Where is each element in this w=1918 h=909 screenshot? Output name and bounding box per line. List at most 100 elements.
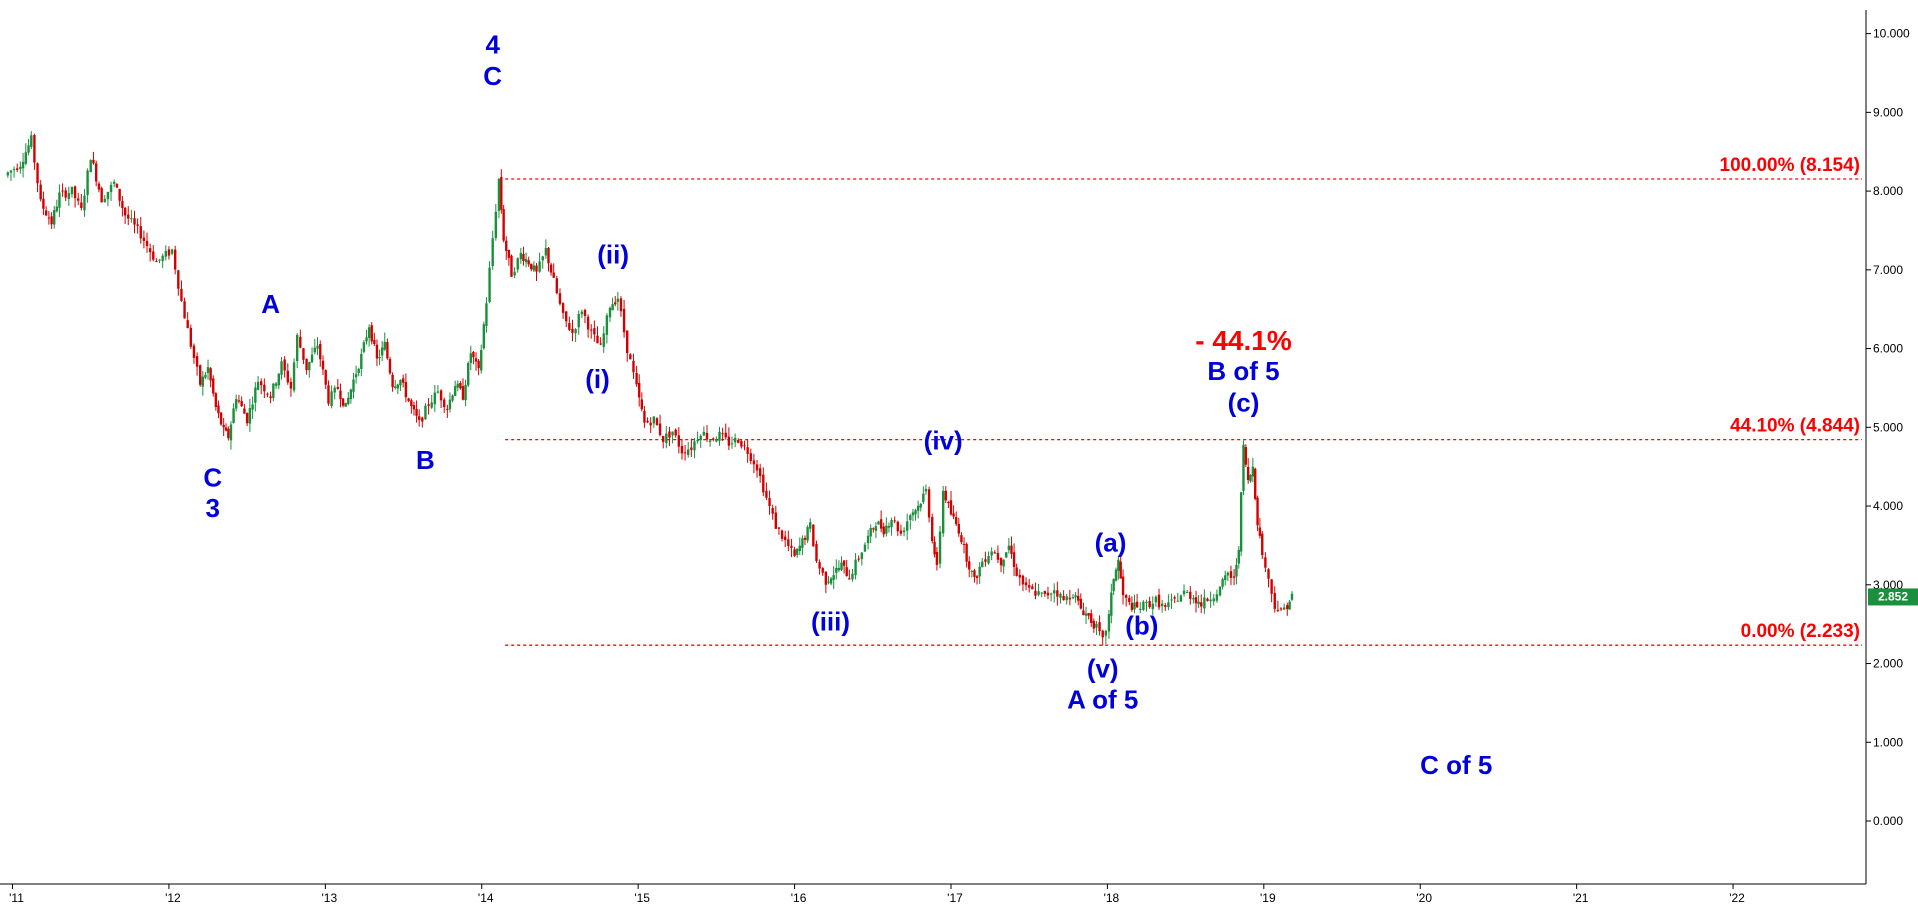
candle-body — [549, 264, 553, 273]
candle-body — [396, 384, 400, 389]
candle-body — [516, 258, 519, 270]
candle-body — [643, 410, 646, 423]
candle-body — [1256, 497, 1259, 526]
candle-body — [1059, 593, 1062, 598]
candle-body — [80, 202, 83, 209]
candle-body — [1226, 572, 1230, 576]
candle-body — [832, 575, 835, 580]
candle-body — [614, 302, 617, 305]
candle-body — [427, 404, 430, 406]
candle-body — [866, 535, 870, 544]
candle-body — [869, 527, 872, 537]
candle-body — [145, 240, 149, 246]
y-tick-label: 6.000 — [1873, 342, 1903, 356]
candle-body — [1135, 601, 1139, 608]
candle-body — [16, 168, 19, 170]
candle-body — [344, 402, 347, 407]
candle-body — [1215, 594, 1219, 601]
candle-body — [687, 449, 690, 456]
candle-body — [848, 578, 851, 580]
candle-body — [6, 172, 10, 176]
candle-body — [217, 405, 220, 414]
candle-body — [829, 578, 833, 584]
candle-body — [133, 218, 136, 225]
candle-body — [952, 513, 955, 517]
candle-body — [502, 209, 505, 241]
candle-body — [47, 217, 51, 219]
candle-body — [480, 350, 483, 371]
candle-body — [1182, 590, 1186, 595]
candle-body — [286, 370, 289, 383]
candle-body — [9, 170, 13, 173]
candle-body — [333, 387, 336, 393]
wave-label: (ii) — [597, 240, 629, 270]
candle-body — [349, 389, 353, 399]
candle-body — [1203, 597, 1206, 609]
wave-label: A of 5 — [1067, 684, 1138, 714]
candle-body — [1206, 598, 1209, 601]
x-tick-label: '19 — [1260, 891, 1276, 905]
candle-body — [83, 195, 86, 211]
candle-body — [173, 249, 177, 270]
candle-body — [1151, 603, 1154, 610]
candle-body — [324, 370, 327, 385]
candle-body — [978, 566, 981, 577]
candle-body — [295, 334, 299, 362]
candle-body — [1037, 591, 1040, 595]
candle-body — [341, 398, 345, 406]
candle-body — [1101, 630, 1104, 638]
candle-body — [339, 390, 342, 400]
candle-body — [705, 432, 709, 440]
candle-body — [530, 263, 533, 270]
candle-body — [702, 431, 706, 436]
candle-body — [1095, 623, 1098, 628]
candle-body — [302, 348, 305, 360]
candle-body — [204, 374, 207, 378]
candle-body — [622, 308, 626, 333]
candle-body — [272, 383, 275, 398]
candle-body — [1237, 549, 1240, 564]
candle-body — [248, 407, 252, 424]
y-axis-ticks: 0.000 1.000 2.000 3.000 4.000 5.000 6.000 7.000… — [1866, 27, 1910, 828]
candle-body — [219, 412, 223, 425]
candle-body — [280, 361, 283, 375]
candle-body — [683, 452, 687, 454]
candle-body — [430, 402, 433, 408]
candle-body — [319, 343, 322, 360]
fibonacci-levels: 100.00% (8.154) 44.10% (4.844) 0.00% (2.23… — [505, 155, 1862, 646]
candle-body — [524, 258, 528, 263]
candle-body — [277, 373, 281, 386]
candle-body — [879, 519, 883, 529]
candle-body — [243, 408, 246, 414]
candle-body — [1167, 602, 1170, 607]
candle-body — [1185, 592, 1189, 594]
candle-body — [469, 353, 473, 363]
candle-body — [1246, 467, 1250, 480]
x-tick-label: '20 — [1416, 891, 1432, 905]
candle-body — [1053, 590, 1056, 594]
candle-body — [491, 238, 494, 266]
x-tick-label: '18 — [1104, 891, 1120, 905]
candle-body — [1279, 608, 1283, 610]
candle-body — [740, 441, 743, 447]
candle-body — [755, 464, 759, 471]
candle-body — [1261, 533, 1264, 555]
candle-body — [787, 539, 790, 547]
candle-body — [690, 447, 693, 450]
candle-body — [67, 193, 71, 199]
candle-body — [123, 207, 127, 216]
wave-label: (c) — [1228, 388, 1260, 418]
candle-body — [24, 152, 28, 164]
candle-body — [1194, 597, 1198, 604]
candle-body — [451, 395, 454, 401]
candle-body — [513, 271, 516, 276]
candle-body — [206, 367, 210, 373]
wave-label: B — [416, 445, 435, 475]
candle-body — [658, 423, 662, 435]
candle-body — [33, 135, 36, 163]
candle-body — [245, 413, 249, 424]
candle-body — [1007, 545, 1011, 551]
y-tick-label: 0.000 — [1873, 814, 1903, 828]
candle-body — [199, 365, 202, 385]
candle-body — [161, 255, 164, 261]
